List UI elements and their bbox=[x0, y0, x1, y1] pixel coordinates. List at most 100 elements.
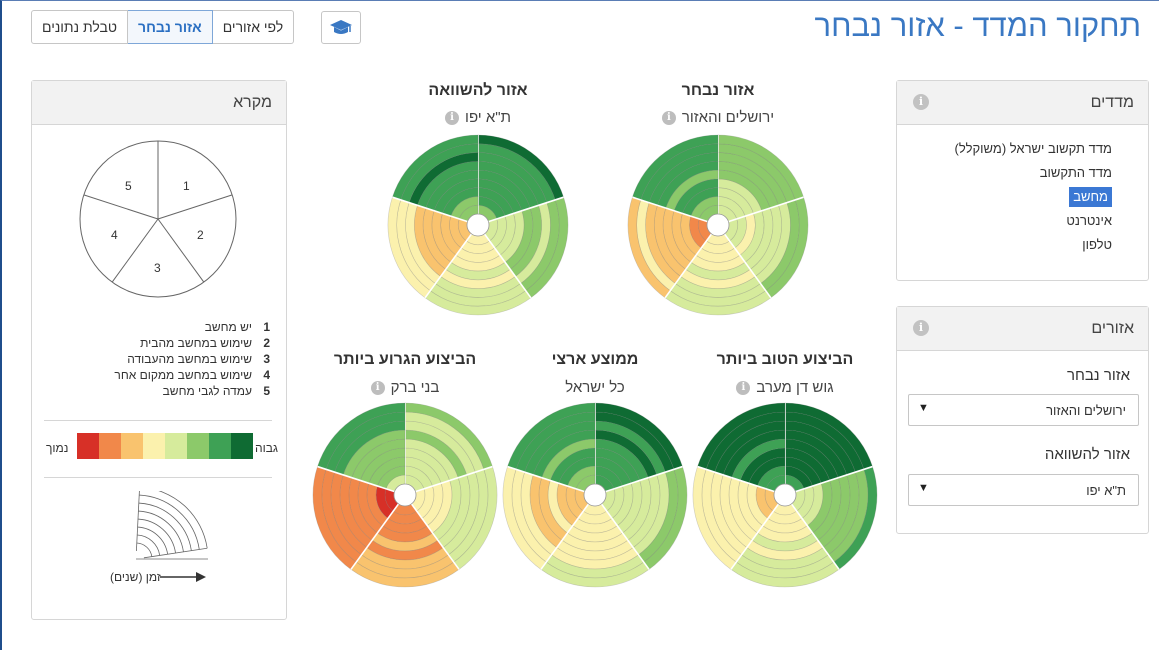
tab-by-regions[interactable]: לפי אזורים bbox=[212, 10, 295, 44]
scale-low-label: נמוך bbox=[46, 441, 69, 455]
radial-center bbox=[773, 483, 797, 507]
radial-segment[interactable] bbox=[640, 143, 719, 203]
time-ring bbox=[137, 518, 176, 554]
sector-divider bbox=[404, 465, 493, 496]
legend-panel-title: מקרא bbox=[233, 94, 272, 111]
selected-region-value: ירושלים והאזור bbox=[1046, 403, 1126, 418]
sector-divider bbox=[594, 494, 650, 570]
radial-segment[interactable] bbox=[697, 402, 786, 470]
divider bbox=[44, 477, 272, 478]
radial-segment[interactable] bbox=[425, 169, 479, 212]
info-icon[interactable]: i bbox=[913, 320, 929, 336]
chart-title-compare: אזור להשוואה bbox=[428, 82, 528, 99]
sector-divider bbox=[424, 224, 479, 299]
sector-divider bbox=[697, 465, 786, 496]
radial-segment[interactable] bbox=[515, 411, 596, 473]
info-icon[interactable]: i bbox=[370, 380, 385, 395]
radial-segment[interactable] bbox=[731, 438, 786, 481]
radial-segment[interactable] bbox=[705, 411, 786, 473]
sector-divider bbox=[784, 465, 873, 496]
metric-item[interactable]: מדד תקשוב ישראל (משוקלל) bbox=[954, 141, 1112, 156]
radial-segment[interactable] bbox=[532, 429, 596, 479]
legend-item: 4שימוש במחשב ממקום אחר bbox=[114, 368, 270, 382]
metrics-panel: מדדים i מדד תקשוב ישראל (משוקלל) מדד התק… bbox=[896, 80, 1149, 281]
chart-subtitle-best: גוש דן מערב i bbox=[685, 379, 885, 396]
radial-segment[interactable] bbox=[507, 402, 596, 470]
radial-segment[interactable] bbox=[682, 187, 719, 217]
info-icon[interactable]: i bbox=[913, 94, 929, 110]
sector-divider bbox=[392, 196, 479, 226]
metric-item[interactable]: מדד התקשוב bbox=[1039, 165, 1112, 180]
selected-region-select[interactable]: ירושלים והאזור ▼ bbox=[908, 394, 1139, 426]
radial-segment[interactable] bbox=[400, 143, 479, 203]
radial-segment[interactable] bbox=[722, 429, 786, 479]
radial-segment[interactable] bbox=[433, 178, 479, 214]
info-icon[interactable]: i bbox=[661, 110, 676, 125]
chart-subtitle-selected: ירושלים והאזור i bbox=[618, 109, 818, 126]
time-edge bbox=[136, 491, 140, 552]
pie-label: 5 bbox=[125, 179, 132, 193]
radial-segment[interactable] bbox=[359, 447, 406, 484]
radial-segment[interactable] bbox=[665, 169, 719, 212]
compare-region-label: אזור להשוואה bbox=[1044, 446, 1130, 463]
metric-item[interactable]: טלפון bbox=[1082, 237, 1112, 252]
chart-title-national: ממוצע ארצי bbox=[551, 351, 639, 368]
tab-data-table[interactable]: טבלת נתונים bbox=[31, 10, 128, 44]
radial-segment[interactable] bbox=[714, 420, 786, 476]
radial-center bbox=[393, 483, 417, 507]
radial-segment[interactable] bbox=[748, 456, 786, 487]
sector-divider bbox=[404, 494, 460, 570]
radial-segment[interactable] bbox=[657, 161, 719, 209]
radial-segment[interactable] bbox=[325, 411, 406, 473]
sector-divider bbox=[477, 224, 532, 299]
radial-segment[interactable] bbox=[317, 402, 406, 470]
divider bbox=[44, 420, 272, 421]
time-ring bbox=[138, 510, 184, 552]
metric-item-selected[interactable]: מחשב bbox=[955, 185, 1112, 209]
sector-divider bbox=[317, 465, 406, 496]
time-axis-label: זמן (שנים) bbox=[110, 570, 161, 584]
radial-segment[interactable] bbox=[442, 187, 479, 217]
sector-divider bbox=[507, 465, 596, 496]
radial-segment[interactable] bbox=[417, 161, 479, 209]
radial-center bbox=[466, 213, 490, 237]
radial-segment[interactable] bbox=[334, 420, 406, 476]
radial-segment[interactable] bbox=[368, 456, 406, 487]
radial-segment[interactable] bbox=[408, 152, 479, 206]
chart-title-best: הביצוע הטוב ביותר bbox=[716, 351, 854, 368]
metric-item[interactable]: אינטרנט bbox=[1066, 213, 1112, 228]
pie-label: 2 bbox=[197, 228, 204, 242]
time-wedge-diagram bbox=[136, 491, 208, 560]
radial-segment[interactable] bbox=[351, 438, 406, 481]
tab-selected-region[interactable]: אזור נבחר bbox=[128, 10, 213, 44]
compare-region-select[interactable]: ת"א יפו ▼ bbox=[908, 474, 1139, 506]
info-icon[interactable]: i bbox=[736, 380, 751, 395]
radial-segment[interactable] bbox=[632, 134, 719, 201]
radial-segment[interactable] bbox=[549, 447, 596, 484]
radial-segment[interactable] bbox=[342, 429, 406, 479]
tutorial-button[interactable] bbox=[321, 11, 361, 44]
chart-subtitle-national: כל ישראל bbox=[565, 379, 625, 396]
sector-divider bbox=[717, 224, 772, 299]
caret-down-icon: ▼ bbox=[918, 402, 929, 414]
legend-pie: 1 2 3 4 5 bbox=[79, 140, 237, 298]
radial-segment[interactable] bbox=[648, 152, 719, 206]
info-icon[interactable]: i bbox=[445, 110, 460, 125]
scale-swatch bbox=[99, 433, 121, 459]
metrics-list: מדד תקשוב ישראל (משוקלל) מדד התקשוב מחשב… bbox=[955, 137, 1112, 257]
sector-divider bbox=[350, 494, 406, 570]
radial-segment[interactable] bbox=[739, 447, 786, 484]
radial-segment[interactable] bbox=[673, 178, 719, 214]
legend-list: 1יש מחשב 2שימוש במחשב מהבית 3שימוש במחשב… bbox=[114, 319, 270, 399]
radial-segment[interactable] bbox=[392, 134, 479, 201]
radial-segment[interactable] bbox=[524, 420, 596, 476]
chart-subtitle-worst: בני ברק i bbox=[305, 379, 505, 396]
radial-segment[interactable] bbox=[541, 438, 596, 481]
legend-item: 2שימוש במחשב מהבית bbox=[140, 336, 270, 350]
radial-segment[interactable] bbox=[558, 456, 596, 487]
